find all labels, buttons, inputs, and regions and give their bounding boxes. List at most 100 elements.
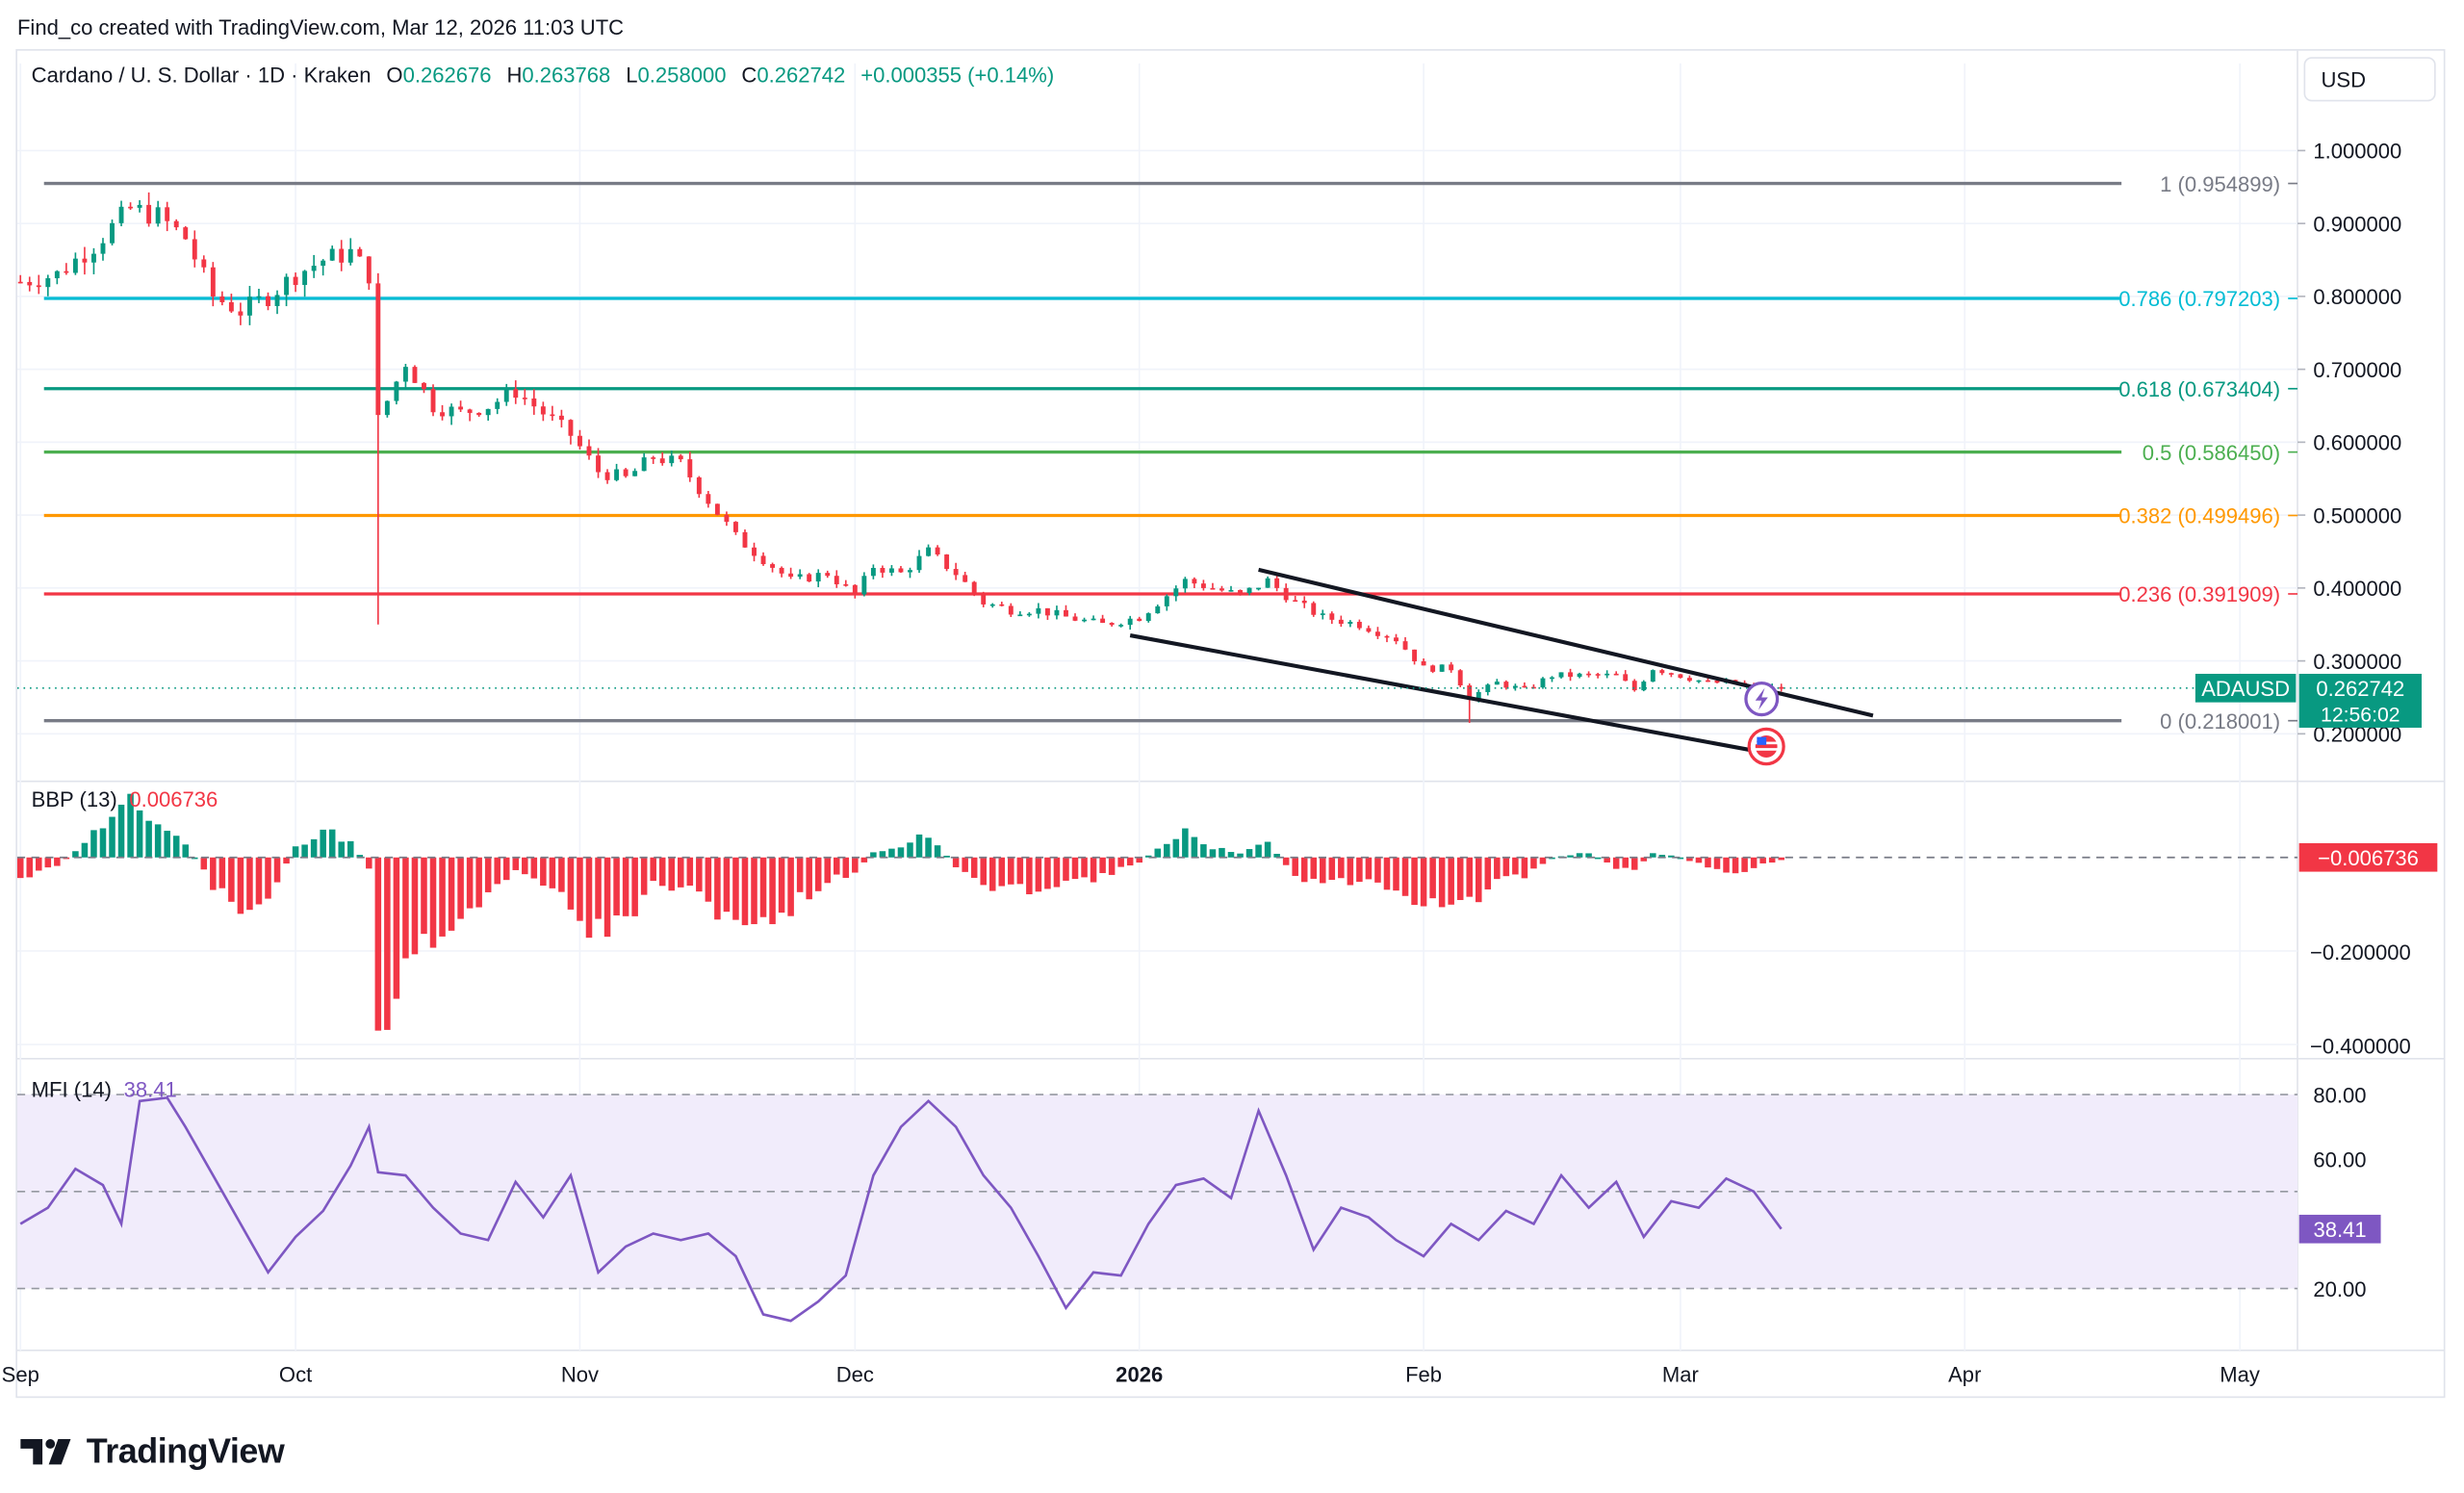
candle <box>760 552 766 566</box>
candle-body <box>1402 641 1408 650</box>
candle <box>266 292 270 311</box>
candle <box>1192 577 1197 588</box>
candle <box>1503 680 1509 690</box>
candle <box>898 565 904 574</box>
bbp-title[interactable]: BBP (13) <box>31 787 117 812</box>
candle <box>183 225 189 241</box>
bbp-bar <box>1264 841 1271 858</box>
candle-body <box>1173 588 1179 597</box>
currency-button[interactable]: USD <box>2303 57 2436 102</box>
bbp-bar <box>696 857 703 892</box>
candle-body <box>604 472 610 480</box>
candle-body <box>596 455 601 473</box>
mfi-legend: MFI (14) 38.41 <box>32 1078 177 1102</box>
candle-body <box>192 239 197 260</box>
bbp-bar <box>732 857 739 920</box>
bbp-bar <box>988 857 996 891</box>
candle-body <box>219 296 225 302</box>
candle-body <box>45 278 51 288</box>
candle-body <box>1678 674 1683 679</box>
mfi-title[interactable]: MFI (14) <box>31 1077 112 1102</box>
candle-body <box>1412 649 1418 662</box>
high-label: H <box>506 63 523 88</box>
candle-body <box>118 206 124 223</box>
bbp-bar <box>907 842 913 858</box>
candle-body <box>54 270 60 279</box>
candle-body <box>311 266 317 271</box>
x-tick-label: May <box>2220 1363 2261 1387</box>
x-tick-label: Feb <box>1405 1363 1442 1387</box>
candle-body <box>1356 621 1362 629</box>
chart-frame[interactable] <box>15 49 2446 1399</box>
fib-level-label: 0.786 (0.797203) <box>2118 287 2280 311</box>
candle <box>540 401 546 422</box>
fib-level-label: 0.5 (0.586450) <box>2143 441 2280 465</box>
bbp-bar <box>870 852 877 858</box>
candle-body <box>1145 613 1151 622</box>
bbp-bar <box>824 857 832 884</box>
candle <box>558 409 564 428</box>
candle-body <box>64 270 69 273</box>
candle-body <box>1384 635 1390 638</box>
candle <box>1100 614 1106 624</box>
bbp-bar <box>320 829 326 858</box>
candle-body <box>1604 673 1610 676</box>
candle-body <box>1659 670 1665 674</box>
candle <box>1256 587 1262 591</box>
candle-body <box>687 459 693 477</box>
candle-body <box>1311 603 1317 615</box>
bbp-bar <box>1658 855 1666 858</box>
candle-body <box>999 604 1005 606</box>
bbp-bar <box>109 816 116 858</box>
candle-body <box>651 457 656 459</box>
candle <box>293 272 298 293</box>
candle <box>870 564 876 579</box>
candle <box>1219 585 1224 592</box>
candle <box>100 238 106 261</box>
candle <box>1375 627 1380 639</box>
candle <box>1613 671 1619 676</box>
candle-body <box>458 406 464 410</box>
candle <box>1631 679 1637 692</box>
candle <box>1586 671 1592 678</box>
candle <box>586 439 592 460</box>
bbp-bar <box>402 857 409 959</box>
bbp-bar <box>99 828 107 858</box>
candle <box>632 468 638 476</box>
candle <box>27 276 33 292</box>
bbp-bar <box>255 857 263 905</box>
candle <box>1329 611 1335 625</box>
bbp-bar <box>1200 844 1207 858</box>
lightning-icon[interactable] <box>1744 681 1780 717</box>
open-value: 0.262676 <box>402 63 492 88</box>
bbp-bar <box>1300 857 1308 883</box>
candle <box>779 566 784 578</box>
candle <box>1650 669 1656 682</box>
us-flag-icon[interactable] <box>1747 727 1785 766</box>
candle <box>366 256 372 291</box>
candle-body <box>1421 661 1426 666</box>
candle <box>578 429 582 450</box>
candle-body <box>852 584 858 595</box>
candle <box>944 553 950 572</box>
change-value: +0.000355 (+0.14%) <box>860 63 1055 88</box>
bbp-bar <box>154 824 162 858</box>
tradingview-logo[interactable]: TradingView <box>20 1431 285 1473</box>
bbp-bar <box>915 834 923 858</box>
candle-body <box>1503 682 1509 688</box>
candle <box>1457 669 1463 687</box>
candle <box>347 238 353 266</box>
candle <box>852 583 858 599</box>
candle-body <box>1714 680 1720 683</box>
bbp-bar <box>1099 857 1106 873</box>
candle <box>1164 594 1169 611</box>
bbp-bar <box>806 857 812 900</box>
candle <box>467 408 473 422</box>
symbol-title[interactable]: Cardano / U. S. Dollar · 1D · Kraken <box>31 63 372 88</box>
candle-body <box>1219 588 1224 591</box>
candle-body <box>861 576 867 595</box>
candle <box>1522 682 1527 688</box>
fib-level-label: 0.618 (0.673404) <box>2118 377 2280 401</box>
